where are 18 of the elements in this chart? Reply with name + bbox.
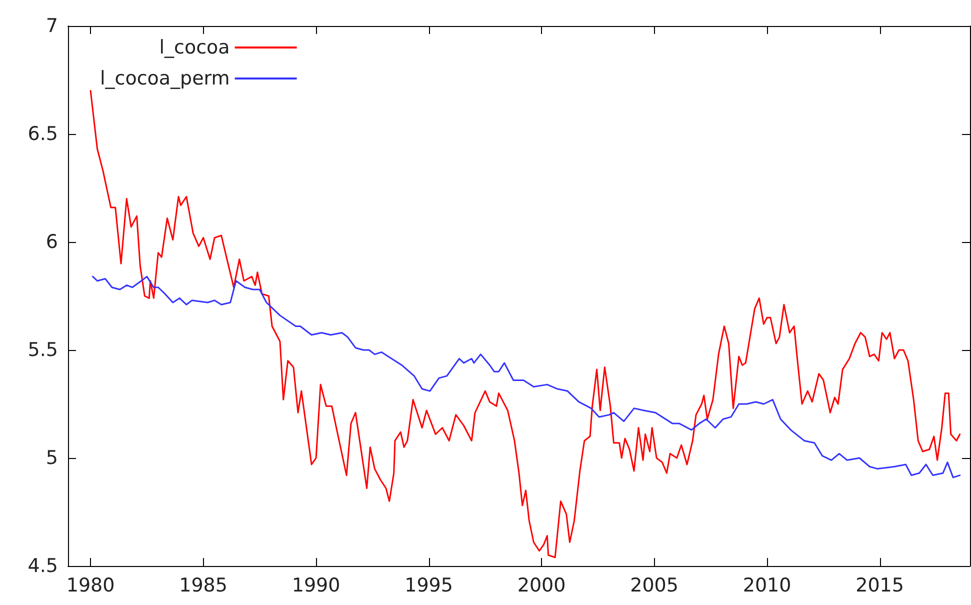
x-tick-label: 1985 — [179, 574, 228, 596]
x-tick-label: 2015 — [856, 574, 904, 596]
y-tick-label: 6.5 — [28, 123, 58, 145]
x-tick-label: 1990 — [292, 574, 340, 596]
line-series — [92, 276, 961, 478]
x-tick-label: 1980 — [66, 574, 115, 596]
legend-label: l_cocoa_perm — [100, 68, 230, 90]
legend-label: l_cocoa — [159, 36, 230, 58]
y-tick-label: 6 — [46, 231, 58, 253]
y-tick-label: 4.5 — [28, 555, 58, 577]
x-tick-label: 2010 — [742, 574, 792, 596]
x-tick-label: 1995 — [404, 574, 453, 596]
y-tick-label: 7 — [46, 15, 58, 37]
y-tick-label: 5.5 — [28, 339, 58, 361]
x-tick-label: 2000 — [517, 574, 566, 596]
y-tick-label: 5 — [46, 447, 58, 469]
x-tick-label: 2005 — [630, 574, 678, 596]
line-series — [90, 90, 961, 558]
